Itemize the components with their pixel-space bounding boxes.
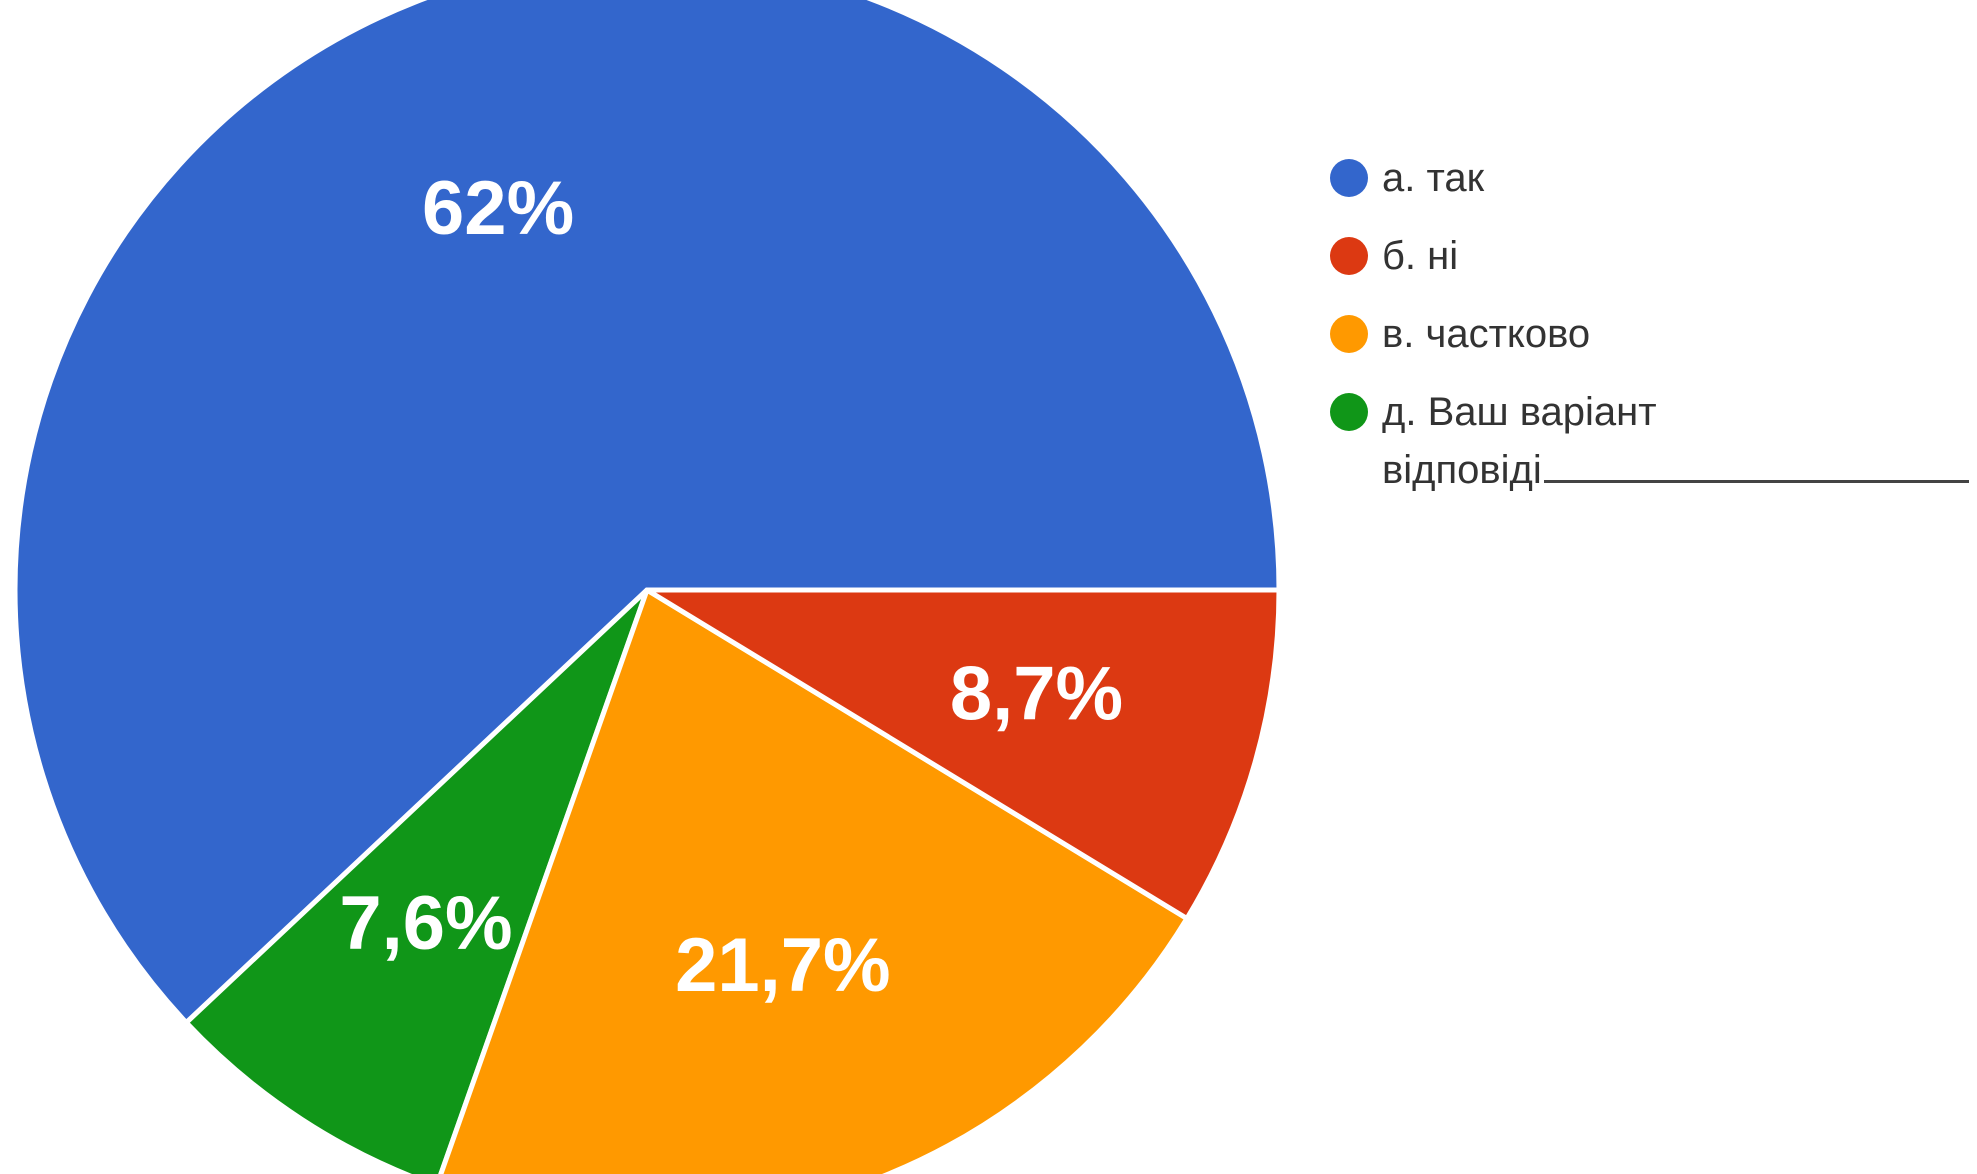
legend-swatch-chastkovo bbox=[1330, 315, 1368, 353]
legend-label-tak: а. так bbox=[1382, 156, 1485, 200]
legend-label-chastkovo: в. частково bbox=[1382, 312, 1591, 356]
legend-label-vash-variant-line2-text: відповіді bbox=[1382, 448, 1542, 492]
legend-label-vash-variant: д. Ваш варіант відповіді bbox=[1382, 383, 1969, 499]
pie-slice-label-1: 7,6% bbox=[339, 881, 512, 966]
pie-slices bbox=[12, 0, 1282, 1174]
answer-blank-line bbox=[1543, 446, 1969, 483]
pie-slice-3[interactable] bbox=[644, 587, 1282, 922]
chart-legend: а. так б. ні в. частково д. Ваш варіант … bbox=[1330, 155, 1970, 525]
pie-slice-label-2: 21,7% bbox=[675, 923, 891, 1008]
legend-label-vash-variant-line1: д. Ваш варіант bbox=[1382, 390, 1657, 434]
pie-slice-labels: 62% 7,6% 21,7% 8,7% bbox=[339, 166, 1123, 1008]
legend-item-tak[interactable]: а. так bbox=[1330, 155, 1970, 207]
legend-item-vash-variant[interactable]: д. Ваш варіант відповіді bbox=[1330, 389, 1970, 499]
legend-swatch-tak bbox=[1330, 159, 1368, 197]
pie-slice-1[interactable] bbox=[183, 587, 650, 1174]
legend-item-chastkovo[interactable]: в. частково bbox=[1330, 311, 1970, 363]
pie-slice-2[interactable] bbox=[437, 587, 1190, 1174]
legend-label-vash-variant-line2: відповіді bbox=[1382, 441, 1969, 499]
pie-slice-label-3: 8,7% bbox=[950, 651, 1123, 736]
legend-swatch-ni bbox=[1330, 237, 1368, 275]
legend-label-ni: б. ні bbox=[1382, 234, 1459, 278]
legend-swatch-vash-variant bbox=[1330, 393, 1368, 431]
pie-slice-0[interactable] bbox=[12, 0, 1282, 1026]
pie-slice-label-0: 62% bbox=[422, 166, 574, 251]
legend-item-ni[interactable]: б. ні bbox=[1330, 233, 1970, 285]
